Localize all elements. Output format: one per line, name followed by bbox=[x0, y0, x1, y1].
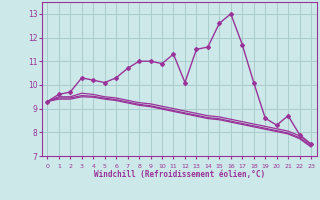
X-axis label: Windchill (Refroidissement éolien,°C): Windchill (Refroidissement éolien,°C) bbox=[94, 170, 265, 179]
